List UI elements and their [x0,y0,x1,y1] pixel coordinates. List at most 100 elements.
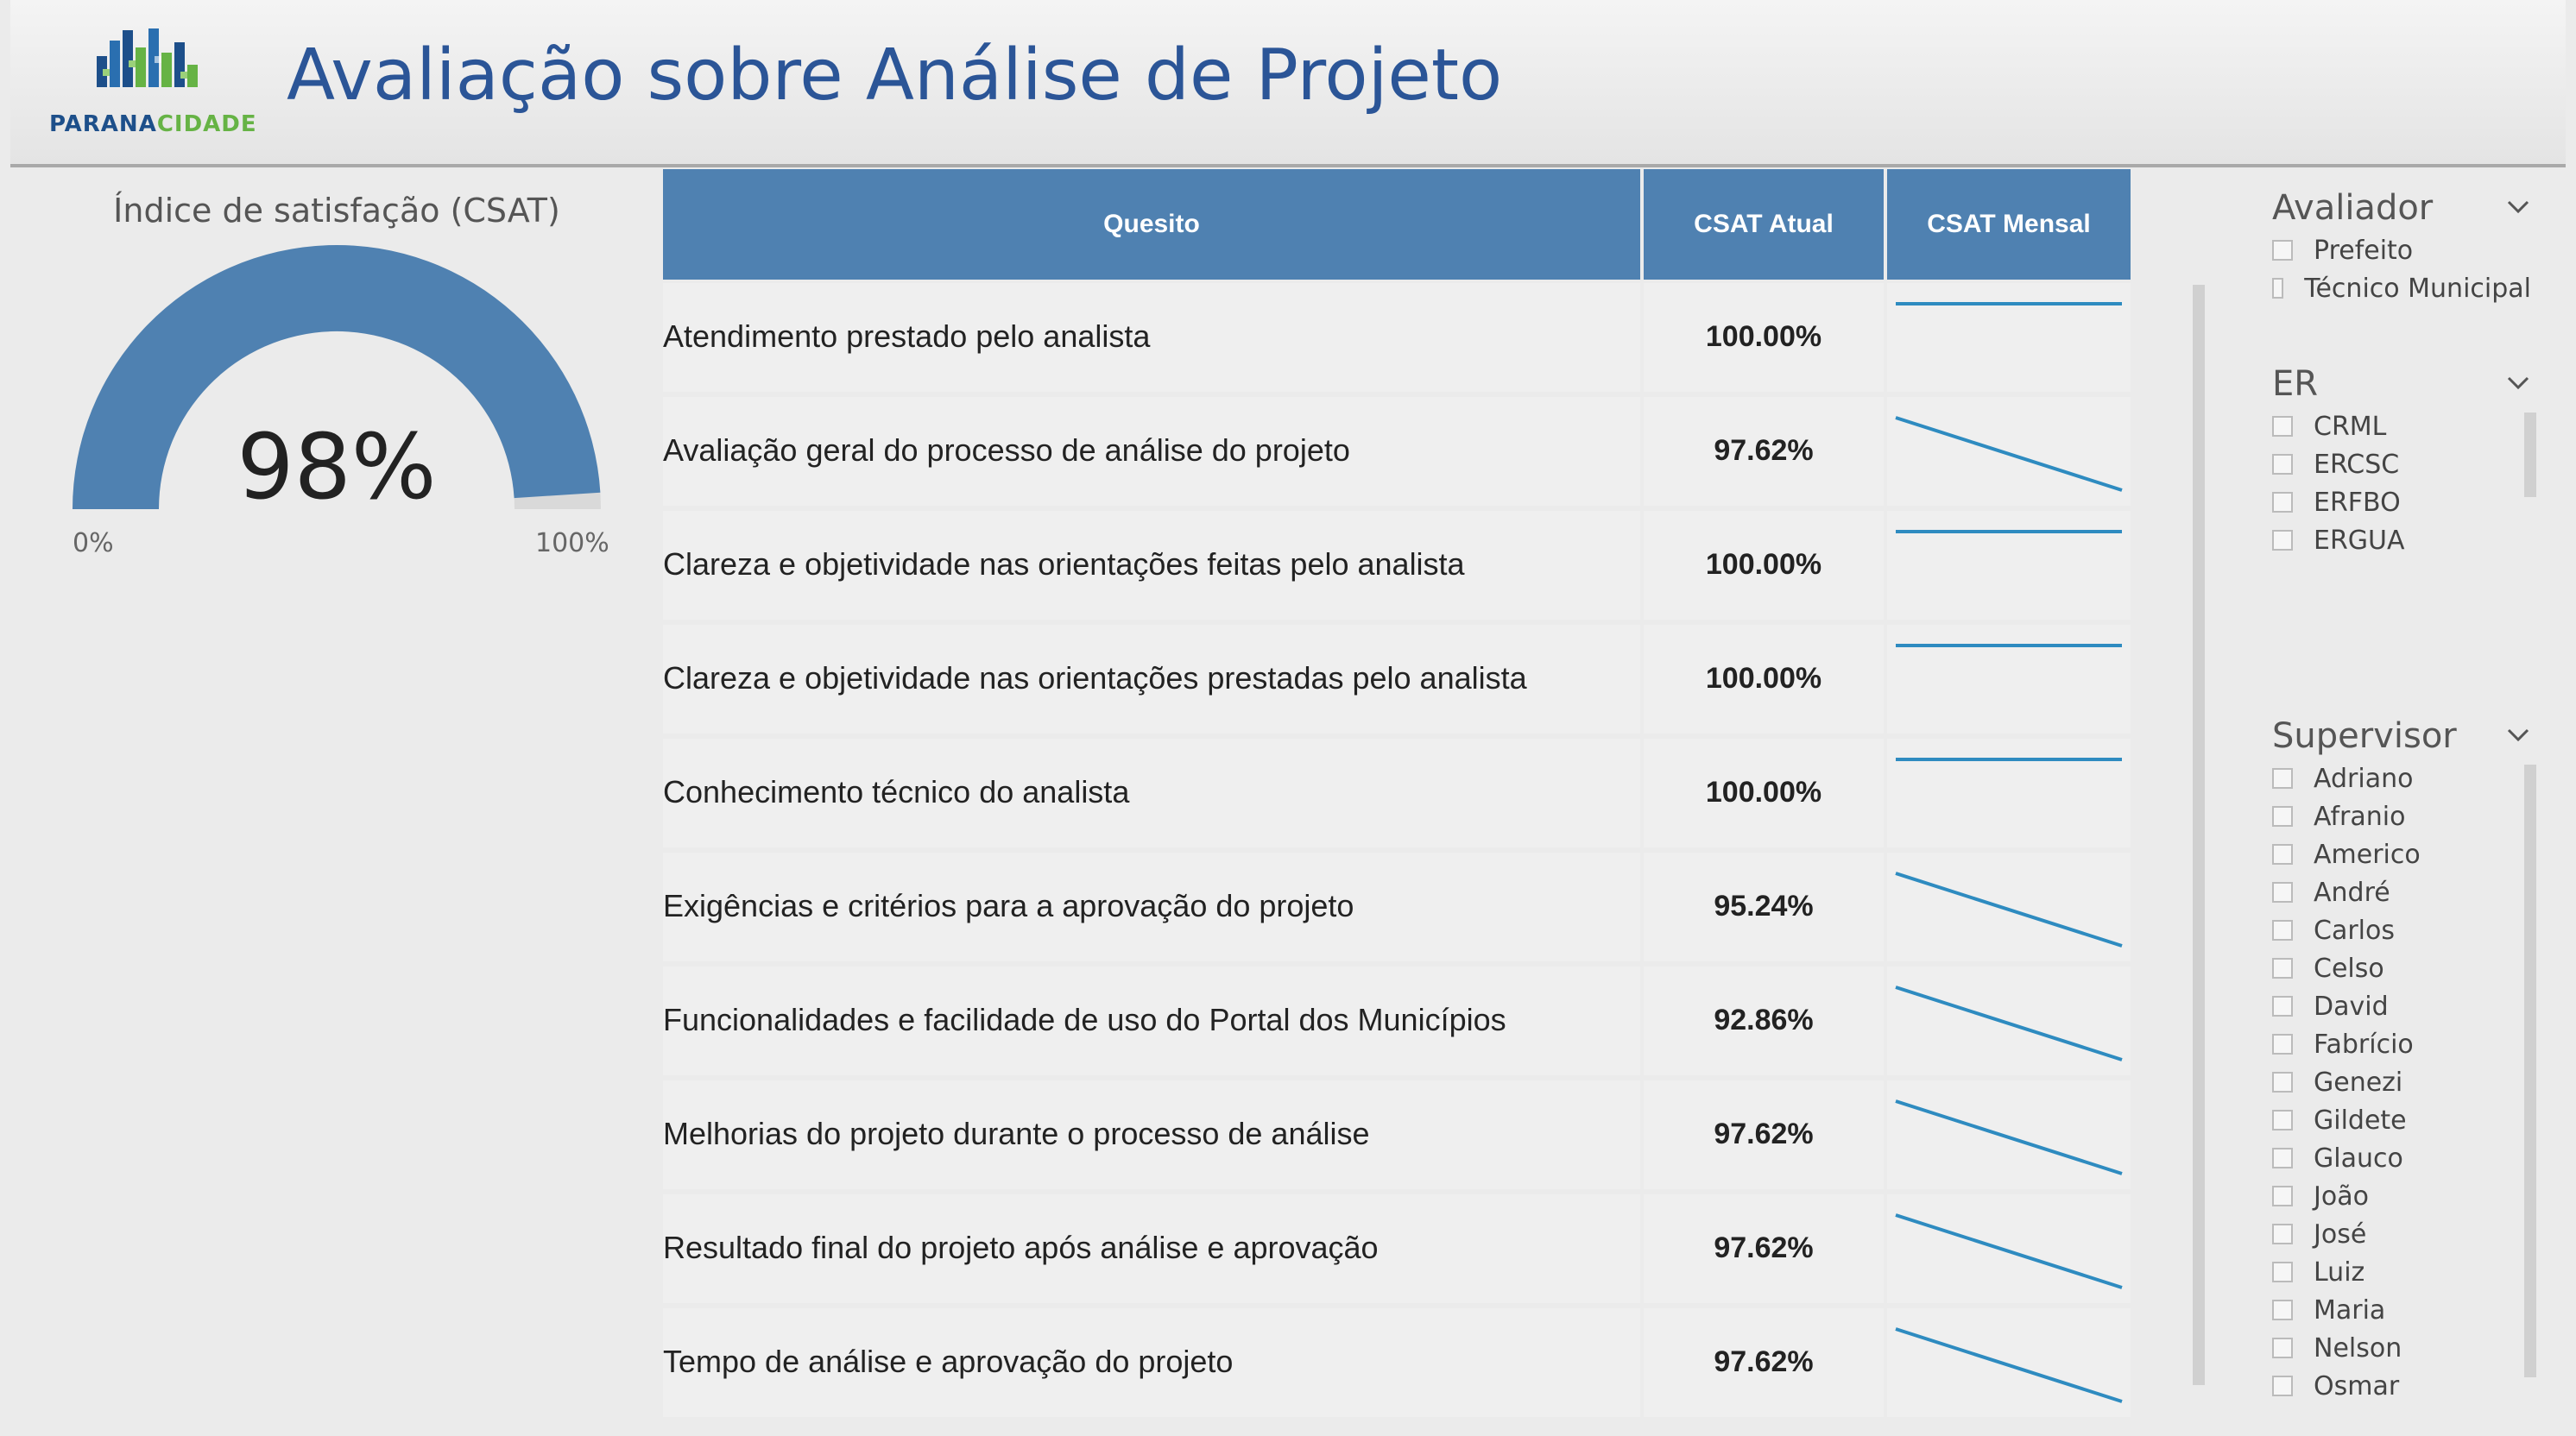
checkbox[interactable] [2272,530,2293,551]
slicer-option[interactable]: André [2272,873,2531,911]
csat-mensal-sparkline[interactable] [1887,621,2131,735]
csat-table: Quesito CSAT Atual CSAT Mensal Atendimen… [663,169,2131,1419]
slicer-option[interactable]: Adriano [2272,759,2531,797]
checkbox[interactable] [2272,844,2293,865]
slicer-option[interactable]: Técnico Municipal [2272,269,2531,307]
slicer-option[interactable]: Fabrício [2272,1025,2531,1063]
slicer-option[interactable]: Carlos [2272,911,2531,949]
gauge-min-label: 0% [73,528,114,558]
slicer-title-label: Supervisor [2272,716,2457,756]
slicer-option[interactable]: Maria [2272,1291,2531,1329]
checkbox[interactable] [2272,1262,2293,1282]
slicer-option[interactable]: ERFBO [2272,483,2531,521]
cell-background [663,397,1640,506]
cell-background [1887,967,2131,1075]
checkbox[interactable] [2272,1338,2293,1358]
cell-background [1644,283,1884,392]
csat-mensal-sparkline[interactable] [1887,507,2131,621]
cell-background [1887,1194,2131,1303]
slicer-option[interactable]: Americo [2272,835,2531,873]
checkbox[interactable] [2272,1186,2293,1206]
checkbox[interactable] [2272,278,2284,299]
slicer-option[interactable]: CRML [2272,407,2531,445]
checkbox[interactable] [2272,958,2293,979]
chevron-down-icon[interactable] [2505,369,2531,395]
checkbox[interactable] [2272,768,2293,789]
slicer-option[interactable]: Nelson [2272,1329,2531,1367]
table-scrollbar[interactable] [2193,285,2205,1385]
slicer-option-label: Nelson [2314,1332,2402,1364]
slicer-option-label: ERFBO [2314,487,2401,518]
cell-background [1644,967,1884,1075]
column-header-csat-mensal[interactable]: CSAT Mensal [1887,169,2131,280]
csat-mensal-sparkline[interactable] [1887,1077,2131,1191]
csat-atual-cell: 97.62% [1714,1345,1814,1378]
slicer-option[interactable]: Afranio [2272,797,2531,835]
table-row[interactable]: Funcionalidades e facilidade de uso do P… [663,963,2131,1077]
table-row[interactable]: Resultado final do projeto após análise … [663,1191,2131,1305]
csat-mensal-sparkline[interactable] [1887,1191,2131,1305]
csat-mensal-sparkline[interactable] [1887,735,2131,849]
gauge-value: 98% [237,414,437,520]
csat-mensal-sparkline[interactable] [1887,849,2131,963]
checkbox[interactable] [2272,454,2293,475]
cell-background [1644,397,1884,506]
csat-mensal-sparkline[interactable] [1887,963,2131,1077]
checkbox[interactable] [2272,416,2293,437]
checkbox[interactable] [2272,240,2293,261]
checkbox[interactable] [2272,492,2293,513]
csat-mensal-sparkline[interactable] [1887,394,2131,507]
csat-mensal-sparkline[interactable] [1887,1305,2131,1419]
checkbox[interactable] [2272,920,2293,941]
cell-background [663,853,1640,961]
slicer-option-label: Maria [2314,1294,2386,1326]
slicer-title: Supervisor [2272,716,2531,759]
table-row[interactable]: Clareza e objetividade nas orientações f… [663,507,2131,621]
checkbox[interactable] [2272,1072,2293,1093]
checkbox[interactable] [2272,1300,2293,1320]
table-row[interactable]: Melhorias do projeto durante o processo … [663,1077,2131,1191]
column-header-quesito[interactable]: Quesito [663,169,1640,280]
logo-text: PARANACIDADE [49,111,256,137]
slicer-option[interactable]: Prefeito [2272,231,2531,269]
table-row[interactable]: Atendimento prestado pelo analista 100.00… [663,280,2131,394]
csat-mensal-sparkline[interactable] [1887,280,2131,394]
checkbox[interactable] [2272,806,2293,827]
table-row[interactable]: Clareza e objetividade nas orientações p… [663,621,2131,735]
slicer-option[interactable]: Genezi [2272,1063,2531,1101]
slicer-option[interactable]: Celso [2272,949,2531,987]
chevron-down-icon[interactable] [2505,721,2531,747]
slicer-option[interactable]: Glauco [2272,1139,2531,1177]
table-row[interactable]: Exigências e critérios para a aprovação … [663,849,2131,963]
slicer-option[interactable]: José [2272,1215,2531,1253]
chevron-down-icon[interactable] [2505,193,2531,219]
quesito-cell: Exigências e critérios para a aprovação … [663,888,1354,923]
er-scrollbar[interactable] [2524,413,2536,497]
column-header-csat-atual[interactable]: CSAT Atual [1644,169,1884,280]
slicer-option-label: Glauco [2314,1143,2403,1174]
slicer-option[interactable]: João [2272,1177,2531,1215]
table-row[interactable]: Avaliação geral do processo de análise d… [663,394,2131,507]
checkbox[interactable] [2272,1224,2293,1244]
supervisor-scrollbar[interactable] [2524,765,2536,1377]
table-row[interactable]: Conhecimento técnico do analista 100.00% [663,735,2131,849]
checkbox[interactable] [2272,882,2293,903]
table-body: Atendimento prestado pelo analista 100.00… [663,280,2131,1419]
slicer-option-label: David [2314,991,2389,1022]
checkbox[interactable] [2272,1034,2293,1055]
slicer-option[interactable]: ERGUA [2272,521,2531,559]
slicer-option[interactable]: Gildete [2272,1101,2531,1139]
logo-icon [97,28,198,87]
csat-atual-cell: 100.00% [1705,775,1822,809]
slicer-option[interactable]: Luiz [2272,1253,2531,1291]
checkbox[interactable] [2272,996,2293,1017]
csat-gauge[interactable] [52,242,622,535]
table-row[interactable]: Tempo de análise e aprovação do projeto 9… [663,1305,2131,1419]
checkbox[interactable] [2272,1148,2293,1168]
checkbox[interactable] [2272,1376,2293,1396]
checkbox[interactable] [2272,1110,2293,1131]
slicer-option[interactable]: Osmar [2272,1367,2531,1405]
csat-atual-cell: 97.62% [1714,1231,1814,1264]
slicer-option[interactable]: ERCSC [2272,445,2531,483]
slicer-option[interactable]: David [2272,987,2531,1025]
